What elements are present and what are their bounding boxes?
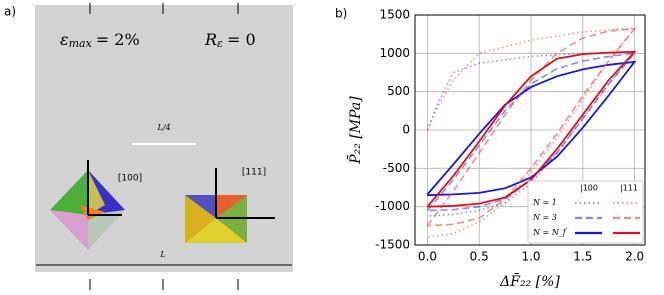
x-axis-label: ΔF̄₂₂ [%]: [499, 272, 560, 290]
crystal-label: [100]: [118, 174, 142, 184]
y-tick-label: -500: [383, 161, 410, 175]
ratio-value: = 0: [227, 30, 256, 49]
ratio-sub: ε: [217, 37, 223, 50]
legend-column: |111: [620, 184, 638, 193]
y-tick-label: 500: [387, 84, 410, 98]
octahedron-100: [50, 160, 125, 250]
legend-row: N = 3: [532, 213, 557, 222]
legend-column: |100: [580, 184, 598, 193]
y-tick-label: -1000: [375, 199, 410, 213]
y-tick-label: 0: [402, 123, 410, 137]
x-tick-label: 1.0: [521, 250, 540, 264]
y-tick-label: -1500: [375, 238, 410, 252]
series-line: [426, 27, 637, 227]
plot-frame: [414, 14, 646, 246]
strain-symbol: ε: [60, 30, 69, 49]
length-label: L: [159, 250, 165, 259]
series-line: [426, 50, 637, 208]
octahedron-111: [185, 168, 275, 243]
strain-sub: max: [69, 37, 93, 50]
strain-value: = 2%: [96, 30, 140, 49]
series-line: [426, 50, 637, 217]
quarter-length: L/4: [156, 123, 170, 132]
x-tick-label: 2.0: [625, 250, 644, 264]
x-tick-label: 1.5: [573, 250, 592, 264]
ratio-text: Rε = 0: [204, 30, 256, 51]
series-lines: [426, 27, 637, 239]
series-line: [426, 27, 637, 239]
legend-row: N = 1: [532, 198, 557, 207]
x-tick-label: 0.0: [418, 250, 437, 264]
ratio-symbol: R: [204, 30, 217, 49]
x-tick-label: 0.5: [470, 250, 489, 264]
y-tick-label: 1500: [379, 8, 410, 22]
legend-row: N = N_f: [532, 228, 568, 237]
panel-label: a): [4, 5, 16, 19]
boundary-arrows: [36, 3, 292, 290]
strain-text: εmax = 2%: [60, 30, 140, 51]
series-line: [426, 60, 637, 197]
series-line: [426, 52, 637, 212]
y-tick-label: 1000: [379, 46, 410, 60]
panel-label: b): [335, 7, 347, 21]
y-axis-label: P̄₂₂ [MPa]: [346, 96, 364, 165]
legend: [527, 180, 644, 244]
crystal-label: [111]: [242, 168, 266, 178]
